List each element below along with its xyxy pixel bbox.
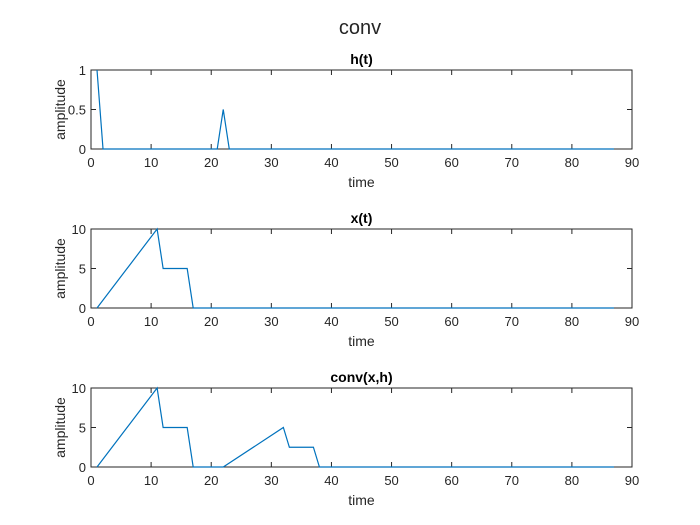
- subplot-title: h(t): [350, 51, 373, 67]
- x-tick-label: 90: [625, 473, 639, 488]
- subplot-1: 0 10 20 30 40 50 60 70 80 90 0 0.5 1 h(t) time amplitud…: [52, 51, 639, 190]
- y-tick-label: 0.5: [68, 103, 86, 118]
- subplot-title: conv(x,h): [330, 369, 392, 385]
- y-axis-label: amplitude: [52, 397, 68, 458]
- x-tick-label: 80: [565, 314, 579, 329]
- y-tick-label: 5: [79, 421, 86, 436]
- y-tick-label: 10: [72, 222, 86, 237]
- x-tick-label: 0: [87, 155, 94, 170]
- plot-area: [90, 69, 633, 150]
- x-tick-label: 90: [625, 314, 639, 329]
- subplot-title: x(t): [351, 210, 373, 226]
- x-tick-label: 10: [144, 155, 158, 170]
- x-tick-label: 10: [144, 473, 158, 488]
- x-tick-label: 0: [87, 473, 94, 488]
- x-axis-label: time: [348, 492, 375, 508]
- x-tick-label: 10: [144, 314, 158, 329]
- subplot-3: 0 10 20 30 40 50 60 70 80 90 0 5 10 conv(x,h) time ampl…: [52, 369, 639, 508]
- x-tick-label: 0: [87, 314, 94, 329]
- y-tick-label: 5: [79, 262, 86, 277]
- x-axis-label: time: [348, 174, 375, 190]
- y-tick-label: 1: [79, 63, 86, 78]
- x-tick-label: 50: [384, 473, 398, 488]
- x-tick-label: 30: [264, 314, 278, 329]
- x-tick-label: 70: [505, 314, 519, 329]
- y-axis-label: amplitude: [52, 238, 68, 299]
- x-tick-label: 50: [384, 155, 398, 170]
- subplot-2: 0 10 20 30 40 50 60 70 80 90 0 5 10 x(t) time amplitude: [52, 210, 639, 349]
- x-axis-label: time: [348, 333, 375, 349]
- x-tick-label: 20: [204, 473, 218, 488]
- x-tick-label: 50: [384, 314, 398, 329]
- y-tick-label: 0: [79, 301, 86, 316]
- series-line-1: [96, 69, 614, 150]
- y-tick-label: 10: [72, 381, 86, 396]
- figure-title: conv: [339, 17, 381, 39]
- x-tick-label: 80: [565, 155, 579, 170]
- x-tick-label: 30: [264, 473, 278, 488]
- x-tick-label: 20: [204, 155, 218, 170]
- x-tick-label: 40: [324, 473, 338, 488]
- x-tick-label: 20: [204, 314, 218, 329]
- x-tick-label: 60: [444, 314, 458, 329]
- x-tick-label: 40: [324, 155, 338, 170]
- x-tick-label: 70: [505, 473, 519, 488]
- y-axis-label: amplitude: [52, 79, 68, 140]
- x-tick-label: 90: [625, 155, 639, 170]
- y-tick-label: 0: [79, 142, 86, 157]
- x-tick-label: 30: [264, 155, 278, 170]
- y-tick-label: 0: [79, 460, 86, 475]
- x-tick-label: 80: [565, 473, 579, 488]
- x-tick-label: 60: [444, 473, 458, 488]
- x-tick-label: 60: [444, 155, 458, 170]
- x-tick-label: 40: [324, 314, 338, 329]
- series-line-1: [96, 386, 614, 468]
- series-line-1: [96, 227, 614, 309]
- x-tick-label: 70: [505, 155, 519, 170]
